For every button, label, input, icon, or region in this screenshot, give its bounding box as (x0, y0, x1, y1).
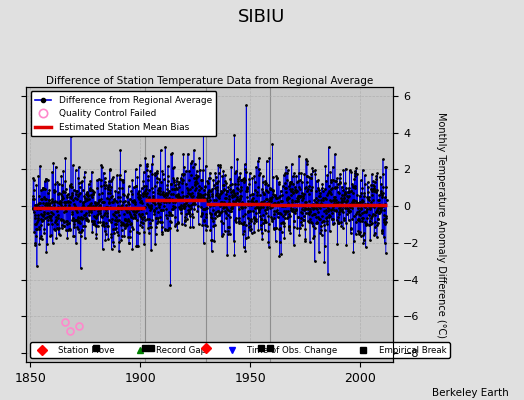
Legend: Station Move, Record Gap, Time of Obs. Change, Empirical Break: Station Move, Record Gap, Time of Obs. C… (30, 342, 450, 358)
Title: Difference of Station Temperature Data from Regional Average: Difference of Station Temperature Data f… (46, 76, 373, 86)
Text: Berkeley Earth: Berkeley Earth (432, 388, 508, 398)
Text: SIBIU: SIBIU (238, 8, 286, 26)
Y-axis label: Monthly Temperature Anomaly Difference (°C): Monthly Temperature Anomaly Difference (… (436, 112, 446, 338)
